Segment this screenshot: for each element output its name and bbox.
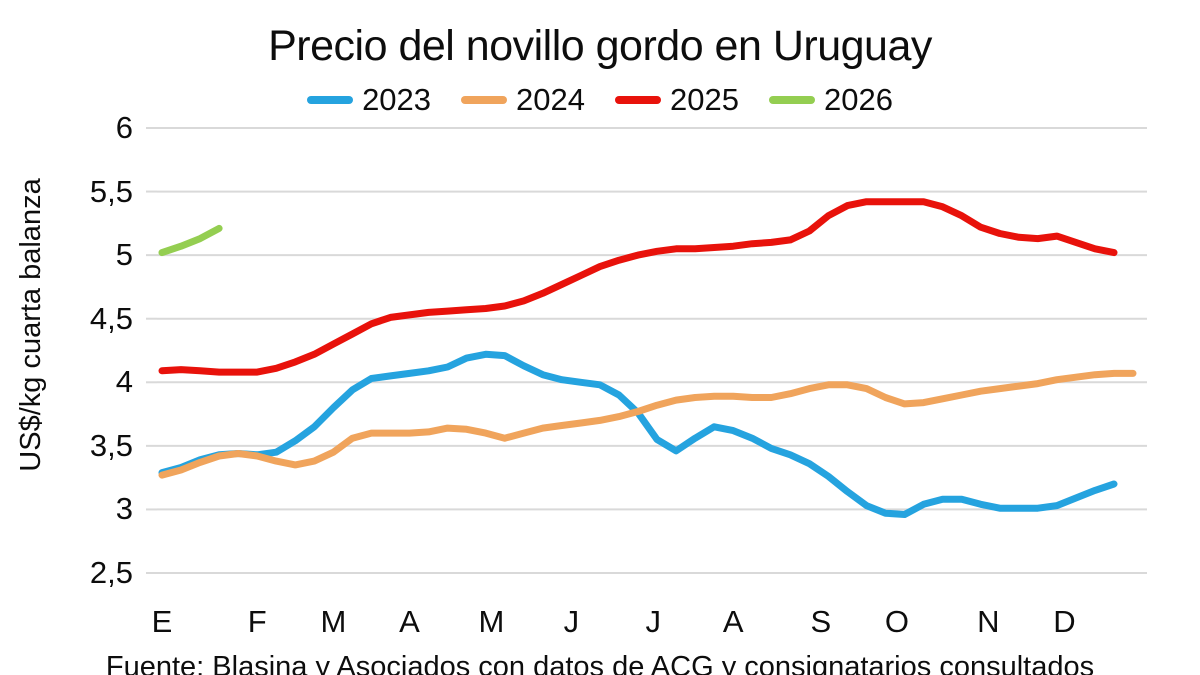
series-line-2023 xyxy=(158,350,1118,518)
series-line-2026 xyxy=(158,224,223,257)
x-tick-label-4-M: M xyxy=(478,604,505,639)
x-tick-label-7-A: A xyxy=(722,604,744,639)
legend-label-2026: 2026 xyxy=(823,82,893,117)
y-tick-label-6: 6 xyxy=(115,110,133,145)
source-note: Fuente: Blasina y Asociados con datos de… xyxy=(105,651,1095,675)
legend-item-2024: 2024 xyxy=(461,84,585,115)
x-tick-label-8-S: S xyxy=(810,604,832,639)
y-tick-label-3,5: 3,5 xyxy=(89,427,133,463)
x-tick-label-2-M: M xyxy=(320,604,347,639)
legend-item-2026: 2026 xyxy=(768,82,893,117)
x-tick-label-3-A: A xyxy=(399,604,420,639)
chart-title: Precio del novillo gordo en Uruguay xyxy=(268,22,932,70)
series-line-2024 xyxy=(158,369,1137,479)
x-tick-label-0-E: E xyxy=(151,604,173,639)
legend-label-2024: 2024 xyxy=(516,82,585,117)
y-tick-label-3: 3 xyxy=(115,491,133,527)
series-line-2025 xyxy=(158,198,1118,376)
legend-item-2025: 2025 xyxy=(615,84,739,115)
chart-legend: 2023 2024 2025 2026 xyxy=(0,84,1200,115)
x-tick-label-11-D: D xyxy=(1053,604,1076,639)
legend-item-2023: 2023 xyxy=(307,84,431,115)
legend-swatch-2026 xyxy=(768,95,815,104)
legend-label-2025: 2025 xyxy=(670,82,739,117)
x-tick-label-5-J: J xyxy=(563,604,580,639)
legend-label-2023: 2023 xyxy=(362,82,432,117)
y-tick-label-5,5: 5,5 xyxy=(89,173,133,209)
y-tick-label-2,5: 2,5 xyxy=(89,555,133,590)
legend-swatch-2025 xyxy=(615,95,661,104)
x-tick-label-1-F: F xyxy=(247,604,267,639)
legend-swatch-2024 xyxy=(461,95,508,104)
y-tick-label-4: 4 xyxy=(115,364,133,400)
y-tick-label-5: 5 xyxy=(115,237,133,273)
x-tick-label-6-J: J xyxy=(645,604,661,639)
x-tick-label-9-O: O xyxy=(884,604,909,639)
x-tick-label-10-N: N xyxy=(977,604,1000,639)
legend-swatch-2023 xyxy=(307,95,354,104)
y-tick-label-4,5: 4,5 xyxy=(89,300,133,336)
